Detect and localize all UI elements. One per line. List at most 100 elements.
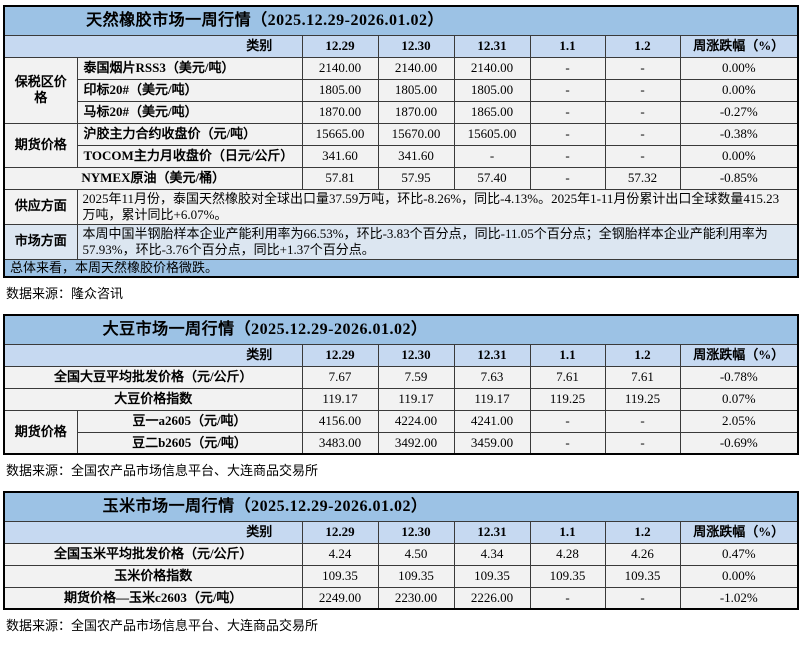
value-cell: - [529, 166, 606, 190]
value-cell: 341.60 [377, 144, 455, 168]
change-cell: -0.27% [679, 100, 799, 124]
group-cell-bonded-zone: 保税区价格 [3, 56, 78, 124]
corn-title-row: 玉米市场一周行情（2025.12.29-2026.01.02） [3, 491, 799, 522]
change-cell: -0.78% [679, 365, 799, 389]
value-cell: 4.28 [529, 542, 606, 566]
rubber-title-row: 天然橡胶市场一周行情（2025.12.29-2026.01.02） [3, 5, 799, 36]
value-cell: 109.35 [453, 564, 531, 588]
value-cell: 2140.00 [377, 56, 455, 80]
summary-row: 总体来看，本周天然橡胶价格微跌。 [3, 258, 799, 278]
row-label: 沪胶主力合约收盘价（元/吨） [76, 122, 303, 146]
table-row: 全国大豆平均批发价格（元/公斤） 7.67 7.59 7.63 7.61 7.6… [3, 365, 799, 389]
change-cell: -1.02% [679, 586, 799, 610]
value-cell: 7.67 [301, 365, 379, 389]
table-row: 期货价格 沪胶主力合约收盘价（元/吨） 15665.00 15670.00 15… [3, 122, 799, 168]
value-cell: 2140.00 [301, 56, 379, 80]
value-cell: - [604, 122, 681, 146]
value-cell: 15665.00 [301, 122, 379, 146]
column-header-category: 类别 [3, 343, 303, 367]
supply-label: 供应方面 [3, 188, 78, 225]
value-cell: 4224.00 [377, 409, 455, 433]
change-cell: 0.00% [679, 144, 799, 168]
value-cell: 109.35 [529, 564, 606, 588]
column-header-date: 1.2 [604, 520, 681, 544]
rubber-market-table: 天然橡胶市场一周行情（2025.12.29-2026.01.02） 类别 12.… [3, 5, 800, 278]
market-row: 市场方面 本周中国半钢胎样本企业产能利用率为66.53%，环比-3.83个百分点… [3, 223, 799, 260]
market-text: 本周中国半钢胎样本企业产能利用率为66.53%，环比-3.83个百分点，同比-1… [76, 223, 799, 260]
value-cell: 1805.00 [301, 78, 379, 102]
value-cell: 109.35 [301, 564, 379, 588]
value-cell: 2226.00 [453, 586, 531, 610]
column-header-date: 12.30 [377, 343, 455, 367]
column-header-date: 1.2 [604, 34, 681, 58]
value-cell: - [604, 100, 681, 124]
value-cell: 341.60 [301, 144, 379, 168]
value-cell: 57.40 [453, 166, 531, 190]
corn-header-row: 类别 12.29 12.30 12.31 1.1 1.2 周涨跌幅（%） [3, 520, 799, 544]
summary-text: 总体来看，本周天然橡胶价格微跌。 [3, 258, 799, 278]
value-cell: 109.35 [604, 564, 681, 588]
value-cell: 119.25 [604, 387, 681, 411]
value-cell: 7.63 [453, 365, 531, 389]
table-row: NYMEX原油（美元/桶） 57.81 57.95 57.40 - 57.32 … [3, 166, 799, 190]
column-header-date: 12.29 [301, 520, 379, 544]
table-row: 马标20#（美元/吨） 1870.00 1870.00 1865.00 - - … [4, 100, 799, 124]
value-cell: - [604, 409, 681, 433]
row-label: 玉米价格指数 [3, 564, 303, 588]
value-cell: 15670.00 [377, 122, 455, 146]
change-cell: -0.38% [679, 122, 799, 146]
value-cell: 4.50 [377, 542, 455, 566]
value-cell: 4.34 [453, 542, 531, 566]
value-cell: 57.81 [301, 166, 379, 190]
change-cell: 0.00% [679, 78, 799, 102]
row-label: 泰国烟片RSS3（美元/吨） [76, 56, 303, 80]
data-source-corn: 数据来源：全国农产品市场信息平台、大连商品交易所 [6, 618, 319, 633]
table-row: 豆二b2605（元/吨） 3483.00 3492.00 3459.00 - -… [4, 431, 799, 455]
value-cell: 119.17 [301, 387, 379, 411]
value-cell: 3492.00 [377, 431, 455, 455]
value-cell: - [453, 144, 531, 168]
data-source-rubber: 数据来源：隆众咨讯 [6, 286, 124, 301]
table-row: 全国玉米平均批发价格（元/公斤） 4.24 4.50 4.34 4.28 4.2… [3, 542, 799, 566]
value-cell: 109.35 [377, 564, 455, 588]
table-row: 玉米价格指数 109.35 109.35 109.35 109.35 109.3… [3, 564, 799, 588]
row-label: 豆二b2605（元/吨） [76, 431, 303, 455]
value-cell: 7.61 [529, 365, 606, 389]
table-row: TOCOM主力月收盘价（日元/公斤） 341.60 341.60 - - - 0… [4, 144, 799, 168]
value-cell: 7.61 [604, 365, 681, 389]
column-header-date: 12.29 [301, 343, 379, 367]
table-row: 期货价格—玉米c2603（元/吨） 2249.00 2230.00 2226.0… [3, 586, 799, 610]
table-row: 保税区价格 泰国烟片RSS3（美元/吨） 2140.00 2140.00 214… [3, 56, 799, 124]
column-header-date: 12.30 [377, 520, 455, 544]
value-cell: - [529, 586, 606, 610]
column-header-weekly-change: 周涨跌幅（%） [679, 343, 799, 367]
value-cell: 2140.00 [453, 56, 531, 80]
value-cell: 7.59 [377, 365, 455, 389]
row-label: 大豆价格指数 [3, 387, 303, 411]
value-cell: 1870.00 [301, 100, 379, 124]
column-header-date: 1.1 [529, 343, 606, 367]
value-cell: 3459.00 [453, 431, 531, 455]
column-header-date: 12.31 [453, 343, 531, 367]
supply-row: 供应方面 2025年11月份，泰国天然橡胶对全球出口量37.59万吨，环比-8.… [3, 188, 799, 225]
column-header-category: 类别 [3, 34, 303, 58]
value-cell: 1805.00 [453, 78, 531, 102]
row-label: 印标20#（美元/吨） [76, 78, 303, 102]
row-label: 期货价格—玉米c2603（元/吨） [3, 586, 303, 610]
value-cell: - [529, 431, 606, 455]
column-header-date: 12.31 [453, 34, 531, 58]
column-header-date: 12.31 [453, 520, 531, 544]
value-cell: - [529, 56, 606, 80]
group-cell-futures: 期货价格 [3, 409, 78, 455]
rubber-table-title: 天然橡胶市场一周行情（2025.12.29-2026.01.02） [3, 5, 799, 36]
column-header-date: 1.1 [529, 34, 606, 58]
value-cell: - [529, 409, 606, 433]
value-cell: 2249.00 [301, 586, 379, 610]
group-cell-futures: 期货价格 [3, 122, 78, 168]
change-cell: 2.05% [679, 409, 799, 433]
column-header-weekly-change: 周涨跌幅（%） [679, 520, 799, 544]
column-header-date: 12.30 [377, 34, 455, 58]
column-header-date: 1.1 [529, 520, 606, 544]
value-cell: - [604, 586, 681, 610]
soybean-table-title: 大豆市场一周行情（2025.12.29-2026.01.02） [3, 314, 799, 345]
